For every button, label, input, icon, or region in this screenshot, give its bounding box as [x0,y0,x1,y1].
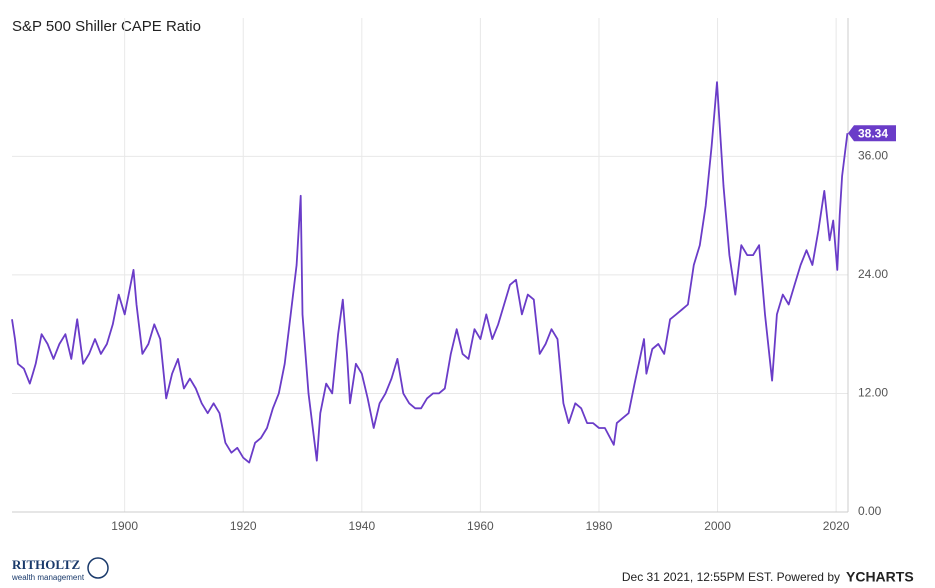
x-tick-label: 1960 [467,519,494,533]
y-tick-label: 12.00 [858,386,888,400]
chart-title: S&P 500 Shiller CAPE Ratio [12,18,201,35]
y-tick-label: 24.00 [858,267,888,281]
footer-timestamp: Dec 31 2021, 12:55PM EST. Powered by [622,570,840,584]
logo-name: RITHOLTZ [12,557,80,572]
last-value-tag [848,125,896,142]
logo-sub: wealth management [11,573,85,582]
y-tick-label: 36.00 [858,148,888,162]
x-tick-label: 2020 [823,519,850,533]
y-tick-label: 0.00 [858,504,882,518]
x-tick-label: 1940 [348,519,375,533]
last-value-label: 38.34 [858,126,888,140]
x-tick-label: 1980 [586,519,613,533]
x-tick-label: 1920 [230,519,257,533]
logo-icon [87,557,109,579]
x-tick-label: 2000 [704,519,731,533]
x-tick-label: 1900 [111,519,138,533]
line-series [11,81,849,464]
footer-brand: YCHARTS [846,569,914,585]
